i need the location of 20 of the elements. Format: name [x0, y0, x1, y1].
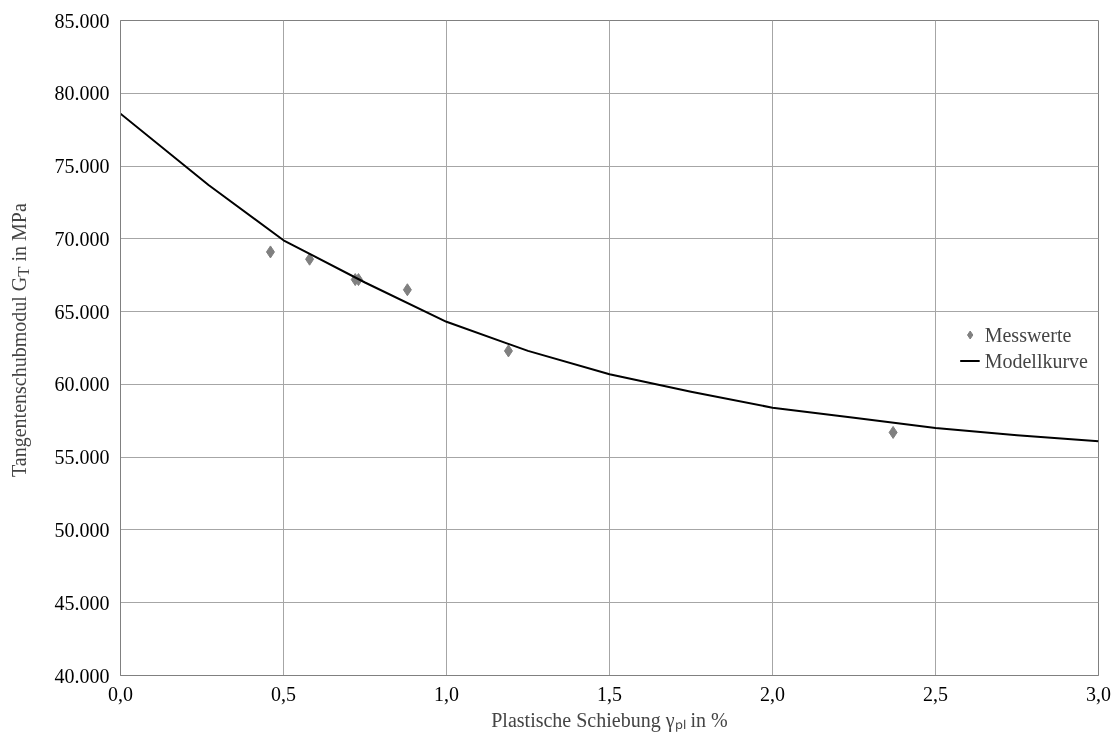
y-tick-label: 85.000 — [54, 9, 110, 32]
y-tick-label: 50.000 — [54, 518, 110, 541]
legend-label: Messwerte — [984, 323, 1072, 346]
x-tick-label: 3,0 — [1086, 682, 1111, 705]
x-axis-title: Plastische Schiebung γₚₗ in % — [491, 708, 728, 732]
y-tick-label: 60.000 — [54, 373, 110, 396]
legend-label: Modellkurve — [984, 349, 1088, 372]
y-tick-label: 70.000 — [54, 227, 110, 250]
x-tick-label: 0,5 — [271, 682, 296, 705]
x-tick-label: 2,5 — [923, 682, 948, 705]
x-tick-label: 1,5 — [597, 682, 622, 705]
x-tick-label: 0,0 — [108, 682, 133, 705]
y-tick-label: 55.000 — [54, 446, 110, 469]
y-tick-label: 45.000 — [54, 591, 110, 614]
y-tick-label: 75.000 — [54, 155, 110, 178]
y-tick-label: 80.000 — [54, 82, 110, 105]
x-tick-label: 2,0 — [760, 682, 785, 705]
x-tick-label: 1,0 — [434, 682, 459, 705]
y-tick-label: 65.000 — [54, 300, 110, 323]
y-tick-label: 40.000 — [54, 664, 110, 687]
